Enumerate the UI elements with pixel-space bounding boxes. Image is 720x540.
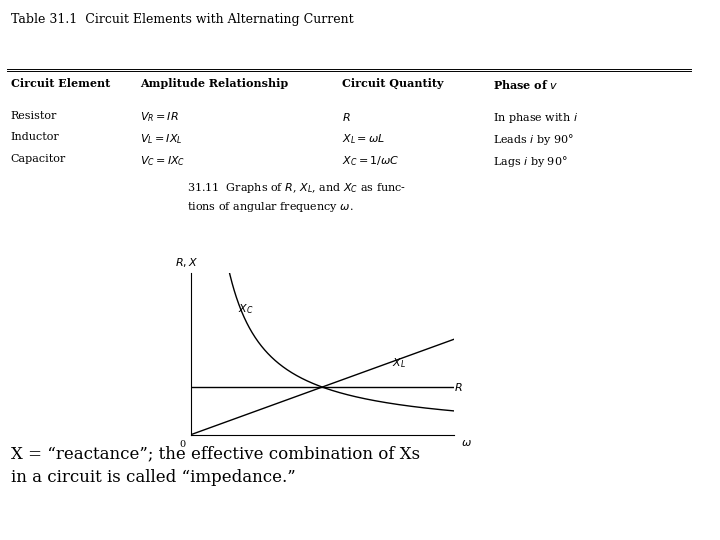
Text: Lags $i$ by 90°: Lags $i$ by 90° [493,154,568,169]
Text: Phase of $v$: Phase of $v$ [493,78,559,91]
Text: Leads $i$ by 90°: Leads $i$ by 90° [493,132,575,147]
Text: $R$: $R$ [342,111,351,123]
Text: $R$: $R$ [454,381,463,393]
Text: $X_L$: $X_L$ [392,356,406,370]
Text: $V_C = IX_C$: $V_C = IX_C$ [140,154,186,168]
Text: In phase with $i$: In phase with $i$ [493,111,578,125]
Text: Capacitor: Capacitor [11,154,66,164]
Text: Inductor: Inductor [11,132,60,143]
Text: $X_C = 1/\omega C$: $X_C = 1/\omega C$ [342,154,400,168]
Text: $V_R = IR$: $V_R = IR$ [140,111,179,125]
Text: $R, X$: $R, X$ [175,256,198,269]
Text: $X_C$: $X_C$ [238,302,253,316]
Text: Resistor: Resistor [11,111,57,121]
Text: Table 31.1  Circuit Elements with Alternating Current: Table 31.1 Circuit Elements with Alterna… [11,14,354,26]
Text: X = “reactance”; the effective combination of Xs
in a circuit is called “impedan: X = “reactance”; the effective combinati… [11,446,420,486]
Text: 31.11  Graphs of $R$, $X_L$, and $X_C$ as func-
tions of angular frequency $\ome: 31.11 Graphs of $R$, $X_L$, and $X_C$ as… [187,181,406,214]
Text: Amplitude Relationship: Amplitude Relationship [140,78,289,89]
Text: $X_L = \omega L$: $X_L = \omega L$ [342,132,385,146]
Text: Circuit Element: Circuit Element [11,78,110,89]
Text: $V_L = IX_L$: $V_L = IX_L$ [140,132,183,146]
Text: 0: 0 [179,440,186,449]
Text: Circuit Quantity: Circuit Quantity [342,78,444,90]
Text: $\omega$: $\omega$ [462,438,472,448]
